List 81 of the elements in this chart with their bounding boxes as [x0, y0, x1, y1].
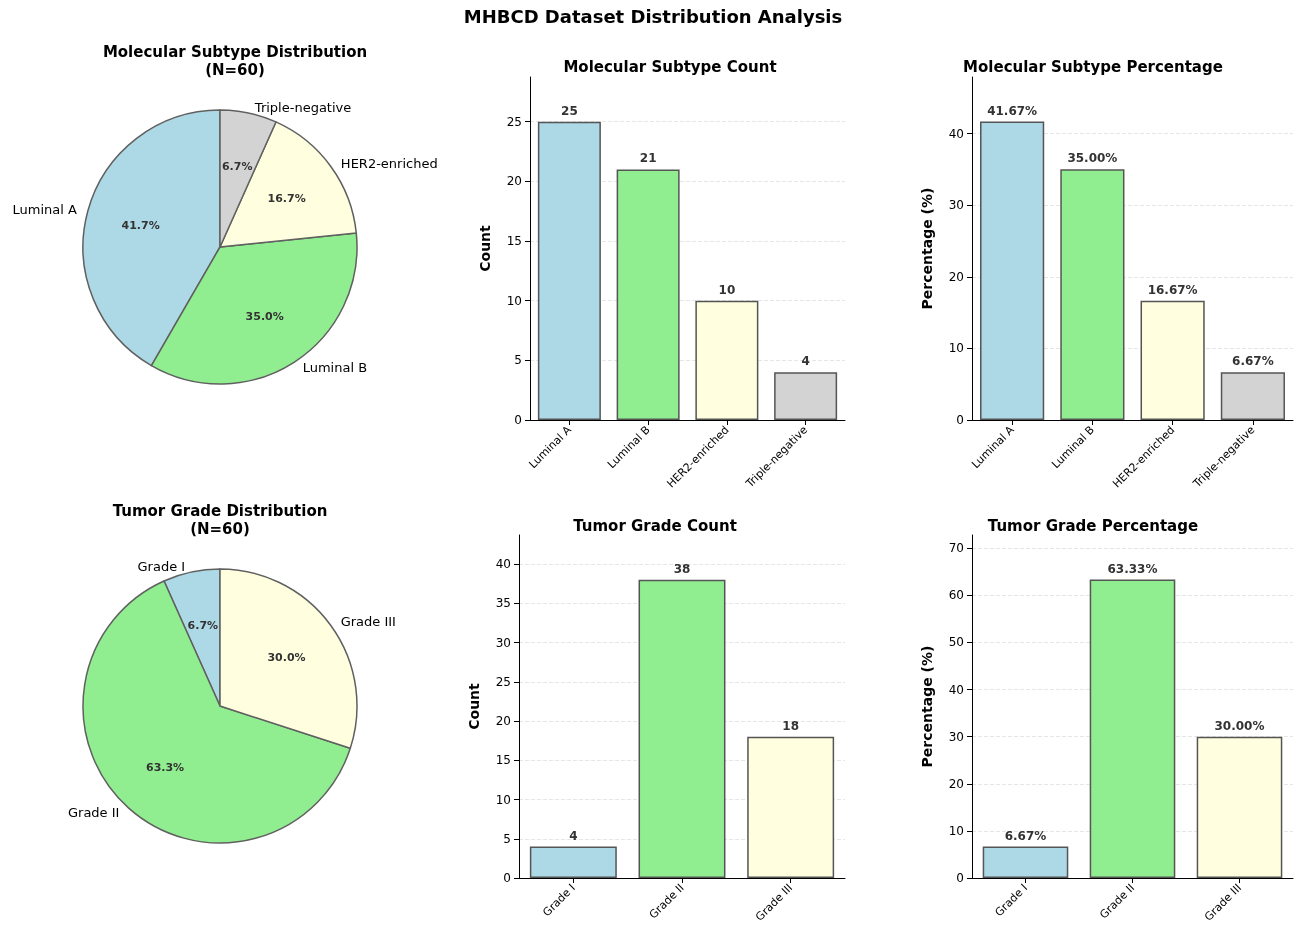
- y-tick-label: 35: [495, 596, 511, 611]
- y-tick-label: 5: [503, 831, 511, 846]
- y-tick-label: 0: [503, 871, 511, 885]
- y-tick-label: 10: [506, 293, 522, 308]
- bar: [695, 300, 759, 420]
- slice-label: Luminal A: [12, 202, 77, 218]
- data-label: 6.7%: [221, 160, 253, 174]
- slice-label: HER2-enriched: [340, 155, 438, 171]
- y-tick-label: 0: [514, 413, 522, 427]
- data-label: 10: [718, 282, 736, 297]
- y-tick-label: 5: [514, 353, 522, 368]
- y-axis-title: Count: [477, 224, 493, 272]
- data-label: 38: [673, 561, 691, 576]
- y-tick-label: 20: [495, 714, 511, 729]
- data-label: 21: [639, 151, 657, 166]
- data-label: 6.67%: [1232, 354, 1274, 369]
- bar: [747, 736, 835, 878]
- data-label: 35.0%: [245, 309, 284, 323]
- bar: [774, 372, 838, 420]
- data-label: 25: [561, 103, 578, 118]
- bar: [1220, 372, 1285, 420]
- y-tick-label: 10: [948, 341, 964, 356]
- data-label: 4: [801, 354, 810, 369]
- y-axis-title: Percentage (%): [919, 187, 935, 310]
- data-label: 41.7%: [121, 219, 160, 233]
- bar: [980, 121, 1045, 420]
- chart-title: Tumor Grade Percentage: [987, 517, 1199, 535]
- data-label: 4: [569, 828, 578, 843]
- y-tick-label: 30: [948, 198, 964, 213]
- chart-title: Molecular Subtype Distribution (N=60): [102, 43, 368, 79]
- data-label: 30.00%: [1214, 718, 1265, 733]
- y-tick-label: 30: [948, 729, 964, 744]
- slice-label: Triple-negative: [253, 99, 352, 115]
- y-axis-title: Percentage (%): [919, 645, 935, 768]
- bar: [1140, 300, 1205, 420]
- data-label: 63.33%: [1107, 561, 1158, 576]
- y-tick-label: 10: [948, 823, 964, 838]
- chart-title: Tumor Grade Count: [573, 517, 737, 535]
- data-label: 35.00%: [1067, 151, 1118, 166]
- bar: [1089, 579, 1176, 878]
- y-tick-label: 25: [495, 674, 511, 689]
- y-tick-label: 40: [948, 126, 964, 141]
- bar: [529, 846, 617, 878]
- bar: [982, 846, 1069, 878]
- data-label: 6.7%: [187, 619, 219, 633]
- bar: [616, 169, 680, 420]
- data-label: 6.67%: [1004, 828, 1047, 843]
- y-tick-label: 20: [948, 269, 964, 284]
- y-tick-label: 10: [495, 792, 511, 807]
- bar: [1060, 169, 1125, 420]
- y-tick-label: 15: [506, 234, 522, 249]
- slice-label: Grade II: [67, 804, 120, 820]
- data-label: 16.7%: [267, 192, 306, 206]
- y-axis-title: Count: [466, 682, 482, 730]
- y-tick-label: 0: [956, 871, 964, 885]
- y-tick-label: 20: [948, 776, 964, 791]
- data-label: 41.67%: [987, 103, 1038, 118]
- y-tick-label: 70: [948, 541, 964, 556]
- bar: [638, 579, 726, 878]
- slice-label: Grade I: [137, 558, 186, 574]
- y-tick-label: 20: [506, 174, 522, 189]
- bar: [537, 121, 601, 420]
- data-label: 16.67%: [1147, 282, 1198, 297]
- y-tick-label: 40: [948, 682, 964, 697]
- data-label: 63.3%: [145, 760, 185, 774]
- slice-label: Luminal B: [302, 359, 368, 375]
- text: MHBCD Dataset Distribution Analysis: [462, 6, 844, 27]
- chart-title: Tumor Grade Distribution (N=60): [112, 502, 328, 538]
- y-tick-label: 60: [948, 588, 964, 603]
- y-tick-label: 30: [495, 635, 511, 650]
- y-tick-label: 15: [495, 753, 511, 768]
- y-tick-label: 25: [506, 114, 522, 129]
- bar: [1196, 736, 1283, 878]
- data-label: 30.0%: [267, 651, 306, 665]
- y-tick-label: 50: [948, 635, 964, 650]
- y-tick-label: 40: [495, 557, 511, 572]
- chart-title: Molecular Subtype Percentage: [963, 58, 1223, 76]
- chart-title: Molecular Subtype Count: [563, 58, 777, 76]
- y-tick-label: 0: [956, 413, 964, 427]
- slice-label: Grade III: [340, 614, 396, 630]
- data-label: 18: [782, 718, 800, 733]
